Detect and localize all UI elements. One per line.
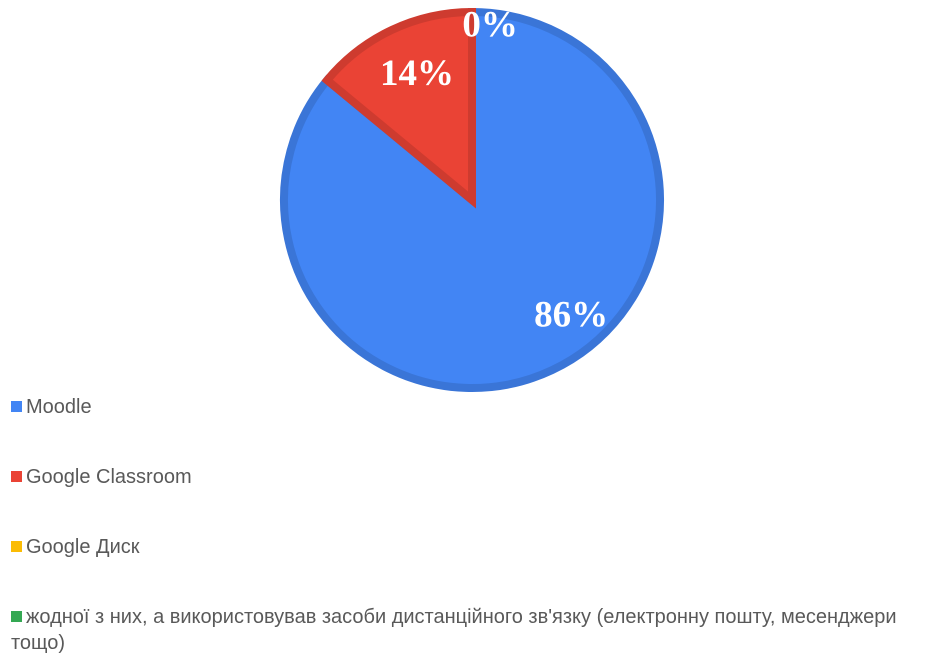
pie-slices (280, 7, 664, 392)
legend-label-google-classroom: Google Classroom (26, 466, 192, 488)
pie-slice-google-classroom[interactable] (321, 7, 476, 209)
legend-item-google-classroom[interactable]: Google Classroom (11, 464, 936, 490)
legend-swatch-google-classroom (11, 471, 22, 482)
pie-label-google: 0% (462, 4, 518, 45)
legend-label-none: жодної з них, а використовував засоби ди… (11, 606, 897, 654)
legend-item-none[interactable]: жодної з них, а використовував засоби ди… (11, 604, 936, 656)
legend-swatch-none (11, 611, 22, 622)
legend-swatch-moodle (11, 401, 22, 412)
pie-label-google-classroom: 14% (380, 53, 454, 94)
pie-labels: 86% 14%0% (380, 4, 608, 335)
pie-chart: 86% 14%0% (280, 4, 664, 392)
legend-label-moodle: Moodle (26, 396, 92, 418)
pie-label-moodle: 86% (534, 295, 608, 336)
legend-item-moodle[interactable]: Moodle (11, 394, 936, 420)
legend-swatch-google-disk (11, 541, 22, 552)
legend-label-google-disk: Google Диск (26, 536, 140, 558)
legend-item-google-disk[interactable]: Google Диск (11, 534, 936, 560)
